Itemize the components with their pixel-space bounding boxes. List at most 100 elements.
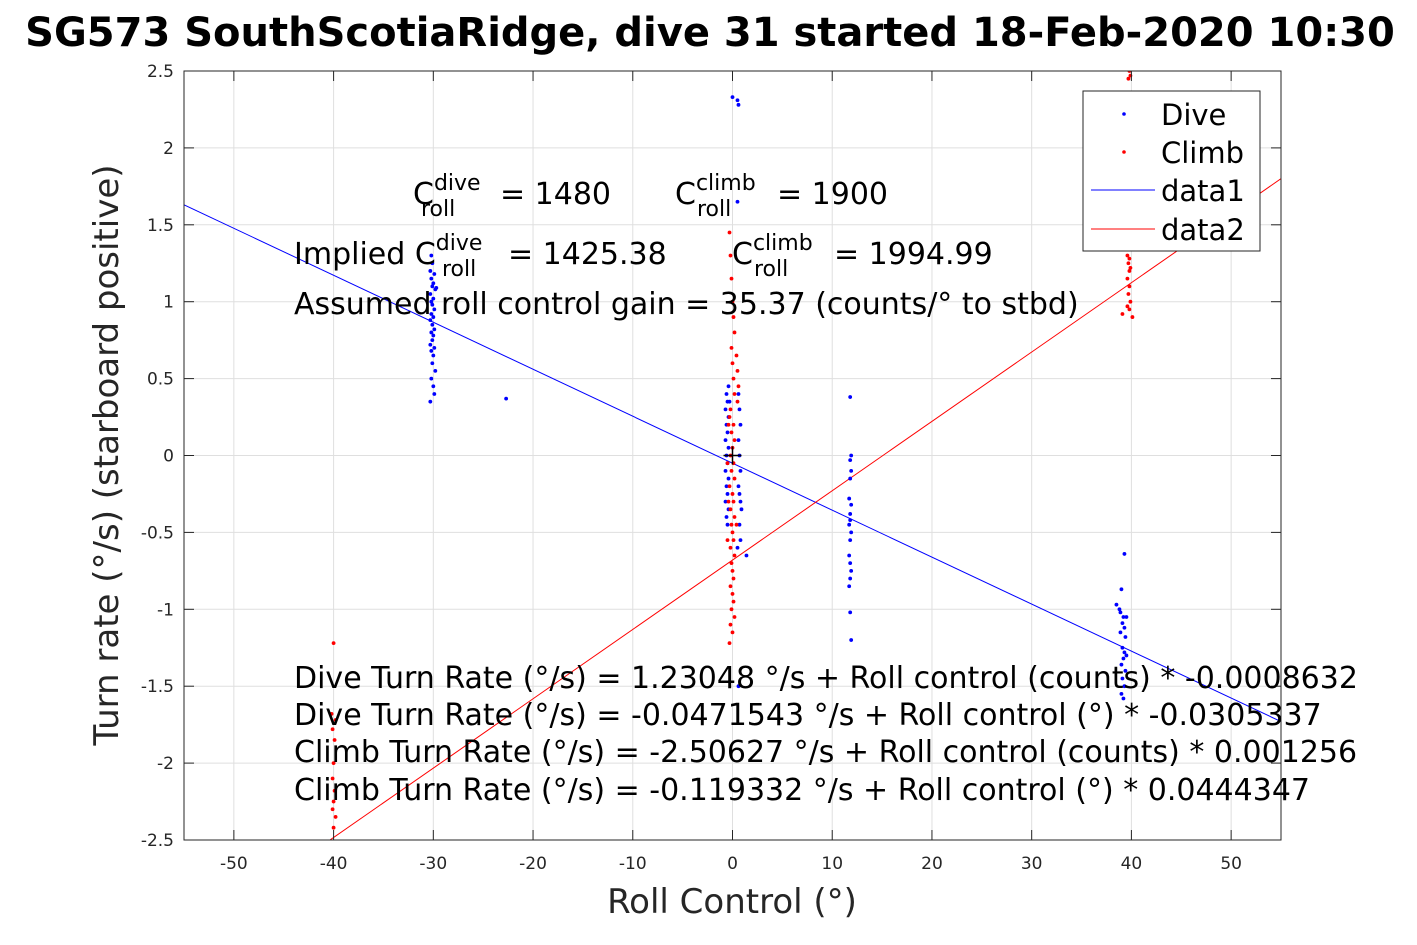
climb-point	[726, 499, 731, 504]
dive-point	[847, 496, 852, 501]
dive-point	[430, 261, 435, 266]
climb-point	[1127, 284, 1132, 289]
dive-point	[723, 407, 728, 412]
dive-point	[433, 369, 438, 373]
c-roll-climb-sub: roll	[697, 197, 731, 222]
climb-point	[731, 499, 736, 504]
dive-point	[1119, 662, 1124, 667]
dive-point	[429, 299, 434, 304]
climb-point	[731, 576, 736, 581]
dive-point	[737, 407, 742, 412]
climb-point	[332, 738, 337, 742]
dive-point	[430, 322, 435, 327]
x-tick-label: -20	[519, 854, 547, 874]
c-roll-climb-annotation: Cclimb roll = 1900	[675, 171, 888, 222]
dive-point	[848, 458, 853, 463]
climb-point	[333, 718, 338, 722]
climb-point	[1127, 256, 1132, 261]
c-roll-dive-base: C	[413, 177, 434, 212]
dive-point	[848, 512, 853, 516]
dive-point	[737, 492, 742, 496]
x-tick-label: 30	[1021, 854, 1043, 874]
climb-point	[331, 799, 336, 804]
x-tick-label: 50	[1220, 854, 1242, 874]
y-tick-label: -0.5	[141, 523, 174, 543]
dive-point	[1123, 635, 1128, 639]
dive-point	[736, 392, 741, 396]
dive-point	[1120, 645, 1125, 650]
c-roll-dive-annotation: Cdive roll = 1480	[413, 171, 611, 222]
legend: Dive Climb data1 data2	[1082, 90, 1261, 252]
dive-point	[1120, 676, 1125, 681]
c-roll-dive-value: = 1480	[500, 177, 611, 212]
climb-point	[732, 392, 737, 396]
climb-point	[729, 430, 734, 435]
implied-dive-annotation: Implied Cdive roll = 1425.38	[294, 231, 667, 282]
climb-point	[1125, 304, 1130, 309]
climb-point	[732, 615, 737, 619]
dive-point	[738, 538, 743, 542]
y-tick-label: 0	[163, 447, 174, 467]
dive-point	[429, 253, 434, 258]
x-tick-label: 0	[727, 854, 738, 874]
x-tick-label: 20	[921, 854, 943, 874]
implied-climb-annotation: Cclimb roll = 1994.99	[732, 231, 993, 282]
y-tick-label: 1.5	[147, 216, 174, 236]
implied-dive-value: = 1425.38	[508, 237, 667, 272]
x-tick-label: -40	[320, 854, 348, 874]
dive-point	[735, 98, 740, 103]
climb-point	[734, 353, 739, 358]
fit-climb-degrees: Climb Turn Rate (°/s) = -0.119332 °/s + …	[294, 773, 1310, 808]
x-tick-label: 40	[1121, 854, 1143, 874]
dive-point	[1120, 621, 1125, 626]
c-roll-dive-sup: dive	[434, 171, 481, 196]
dive-point	[428, 342, 433, 347]
y-tick-label: -1	[157, 600, 174, 620]
dive-point	[847, 522, 852, 527]
dive-point	[744, 553, 749, 558]
legend-dive-marker	[1122, 112, 1126, 116]
c-roll-climb-value: = 1900	[777, 177, 888, 212]
data2-fit-line	[329, 178, 1281, 840]
c-roll-climb-base: C	[675, 177, 696, 212]
dive-point	[1122, 552, 1127, 556]
climb-point	[728, 253, 733, 258]
climb-point	[732, 438, 737, 443]
climb-point	[730, 568, 735, 573]
dive-point	[431, 281, 436, 286]
climb-point	[727, 641, 732, 646]
dive-point	[848, 538, 853, 542]
climb-point	[725, 538, 730, 542]
dive-point	[1119, 691, 1124, 696]
dive-point	[736, 484, 741, 489]
legend-box	[1082, 90, 1261, 252]
climb-point	[1130, 315, 1135, 319]
dive-point	[431, 384, 436, 389]
dive-point	[848, 395, 853, 399]
climb-point	[728, 507, 733, 512]
climb-point	[1128, 299, 1133, 304]
climb-point	[730, 592, 735, 596]
climb-point	[732, 330, 737, 335]
climb-point	[735, 399, 740, 404]
climb-point	[1126, 292, 1131, 296]
climb-point	[726, 422, 731, 427]
dive-point	[1121, 656, 1126, 661]
dive-point	[428, 269, 433, 273]
dive-point	[725, 492, 730, 496]
implied-climb-value: = 1994.99	[834, 237, 993, 272]
climb-point	[331, 825, 336, 830]
x-axis-label: Roll Control (°)	[607, 882, 857, 922]
climb-point	[728, 584, 733, 589]
dive-point	[430, 338, 435, 343]
dive-point	[848, 610, 853, 615]
climb-point	[333, 815, 338, 819]
dive-point	[430, 284, 435, 289]
dive-point	[736, 438, 741, 443]
dive-point	[737, 522, 742, 527]
dive-point	[430, 302, 435, 307]
dive-point	[738, 468, 743, 473]
roll-gain-annotation: Assumed roll control gain = 35.37 (count…	[294, 287, 1079, 322]
legend-data2-label: data2	[1161, 213, 1245, 247]
